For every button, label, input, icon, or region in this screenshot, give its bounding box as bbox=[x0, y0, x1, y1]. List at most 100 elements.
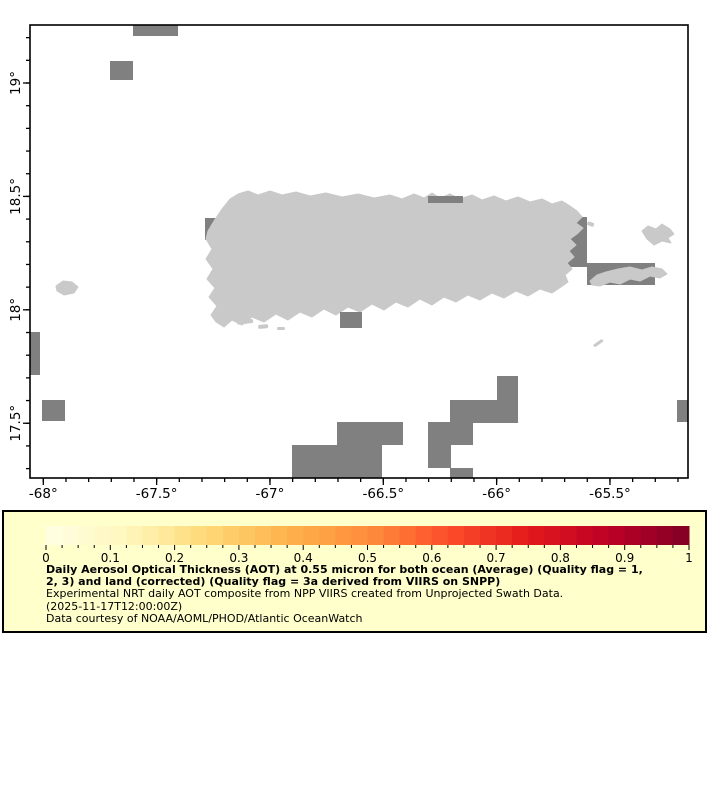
missing-data-patch bbox=[450, 468, 473, 478]
missing-data-patch bbox=[30, 332, 40, 375]
colorbar-tick-label: 0.7 bbox=[487, 551, 506, 564]
colorbar-band bbox=[576, 526, 594, 545]
colorbar-band bbox=[351, 526, 368, 545]
colorbar-band bbox=[528, 526, 545, 545]
islet bbox=[277, 327, 285, 330]
island-desecheo bbox=[55, 280, 79, 296]
legend-title-line2: 2, 3) and land (corrected) (Quality flag… bbox=[46, 575, 501, 589]
x-tick-label: -67.5° bbox=[136, 486, 178, 502]
colorbar-band bbox=[592, 526, 610, 545]
aot-map: -68° -67.5° -67° -66.5° -66° -65.5° 19° 18.5° 18… bbox=[8, 24, 689, 502]
colorbar-band bbox=[431, 526, 449, 545]
x-axis: -68° -67.5° -67° -66.5° -66° -65.5° bbox=[29, 478, 679, 502]
island-vieques bbox=[589, 266, 668, 287]
map-border bbox=[29, 24, 689, 479]
colorbar-band bbox=[608, 526, 626, 545]
missing-data-patch bbox=[428, 196, 463, 203]
colorbar-tick-label: 0.2 bbox=[165, 551, 184, 564]
colorbar-band bbox=[319, 526, 336, 545]
colorbar-band bbox=[158, 526, 176, 545]
colorbar-band bbox=[335, 526, 352, 545]
missing-data-patch bbox=[497, 376, 518, 400]
y-tick-label: 17.5° bbox=[8, 405, 24, 442]
islet bbox=[237, 318, 254, 325]
missing-data-patch bbox=[337, 422, 403, 445]
x-tick-label: -65.5° bbox=[589, 486, 631, 502]
x-tick-label: -67° bbox=[256, 486, 285, 502]
colorbar-band bbox=[271, 526, 288, 545]
colorbar-band bbox=[383, 526, 401, 545]
colorbar-band bbox=[142, 526, 160, 545]
colorbar-band bbox=[62, 526, 79, 545]
missing-data-patch bbox=[133, 25, 178, 36]
colorbar-ticks: 0 0.1 0.2 0.3 0.4 0.5 0.6 0.7 0.8 0.9 1 bbox=[42, 545, 693, 564]
legend-timestamp: (2025-11-17T12:00:00Z) bbox=[46, 599, 183, 613]
x-tick-label: -68° bbox=[29, 486, 58, 502]
x-tick-label: -66.5° bbox=[362, 486, 404, 502]
missing-data-patch bbox=[292, 445, 382, 478]
colorbar-tick-label: 1 bbox=[685, 551, 693, 564]
islands bbox=[55, 190, 675, 347]
y-tick-label: 18.5° bbox=[8, 178, 24, 215]
islet bbox=[587, 221, 595, 227]
colorbar-band bbox=[287, 526, 304, 545]
colorbar-band bbox=[447, 526, 465, 545]
colorbar-tick-label: 0.8 bbox=[551, 551, 570, 564]
missing-data-patch bbox=[42, 400, 65, 421]
colorbar-band bbox=[399, 526, 417, 545]
colorbar-band bbox=[94, 526, 111, 545]
colorbar-band bbox=[624, 526, 642, 545]
colorbar-tick-label: 0 bbox=[42, 551, 50, 564]
colorbar-band bbox=[560, 526, 577, 545]
y-tick-label: 18° bbox=[8, 298, 24, 322]
colorbar-band bbox=[672, 526, 690, 545]
colorbar-band bbox=[238, 526, 256, 545]
colorbar-band bbox=[512, 526, 529, 545]
island-puerto-rico bbox=[205, 190, 584, 328]
colorbar-band bbox=[174, 526, 192, 545]
islet bbox=[593, 339, 604, 347]
legend-subtitle: Experimental NRT daily AOT composite fro… bbox=[46, 587, 564, 601]
colorbar-band bbox=[190, 526, 208, 545]
missing-data-patch bbox=[450, 423, 473, 445]
colorbar-band bbox=[254, 526, 272, 545]
colorbar-band bbox=[463, 526, 481, 545]
y-tick-label: 19° bbox=[8, 71, 24, 95]
missing-data-patch bbox=[677, 400, 688, 422]
y-axis: 19° 18.5° 18° 17.5° bbox=[8, 36, 30, 470]
colorbar-tick-label: 0.5 bbox=[358, 551, 377, 564]
colorbar-tick-label: 0.9 bbox=[615, 551, 634, 564]
legend-caption: Daily Aerosol Optical Thickness (AOT) at… bbox=[46, 563, 643, 625]
colorbar-band bbox=[544, 526, 561, 545]
legend-title-line1: Daily Aerosol Optical Thickness (AOT) at… bbox=[46, 563, 643, 576]
legend-panel: 0 0.1 0.2 0.3 0.4 0.5 0.6 0.7 0.8 0.9 1 Daily Aero… bbox=[2, 510, 707, 633]
legend-credit: Data courtesy of NOAA/AOML/PHOD/Atlantic… bbox=[46, 611, 363, 625]
colorbar-band bbox=[222, 526, 240, 545]
colorbar-band bbox=[206, 526, 224, 545]
colorbar-tick-label: 0.6 bbox=[422, 551, 441, 564]
colorbar-band bbox=[480, 526, 497, 545]
colorbar-band bbox=[46, 526, 63, 545]
missing-data-patch bbox=[450, 400, 518, 423]
colorbar-band bbox=[496, 526, 513, 545]
colorbar-tick-label: 0.3 bbox=[229, 551, 248, 564]
x-tick-label: -66° bbox=[482, 486, 511, 502]
colorbar: 0 0.1 0.2 0.3 0.4 0.5 0.6 0.7 0.8 0.9 1 bbox=[42, 526, 693, 564]
island-culebra bbox=[641, 223, 675, 246]
missing-data-over bbox=[340, 196, 463, 328]
colorbar-band bbox=[110, 526, 127, 545]
colorbar-bands bbox=[46, 526, 690, 545]
islet bbox=[258, 324, 269, 329]
colorbar-band bbox=[78, 526, 95, 545]
missing-data-patch bbox=[428, 422, 451, 468]
colorbar-tick-label: 0.1 bbox=[101, 551, 120, 564]
colorbar-band bbox=[415, 526, 433, 545]
colorbar-band bbox=[656, 526, 674, 545]
colorbar-band bbox=[303, 526, 320, 545]
colorbar-band bbox=[126, 526, 143, 545]
missing-data-patch bbox=[110, 61, 133, 80]
colorbar-band bbox=[640, 526, 658, 545]
missing-data-patch bbox=[340, 312, 362, 328]
colorbar-band bbox=[367, 526, 385, 545]
